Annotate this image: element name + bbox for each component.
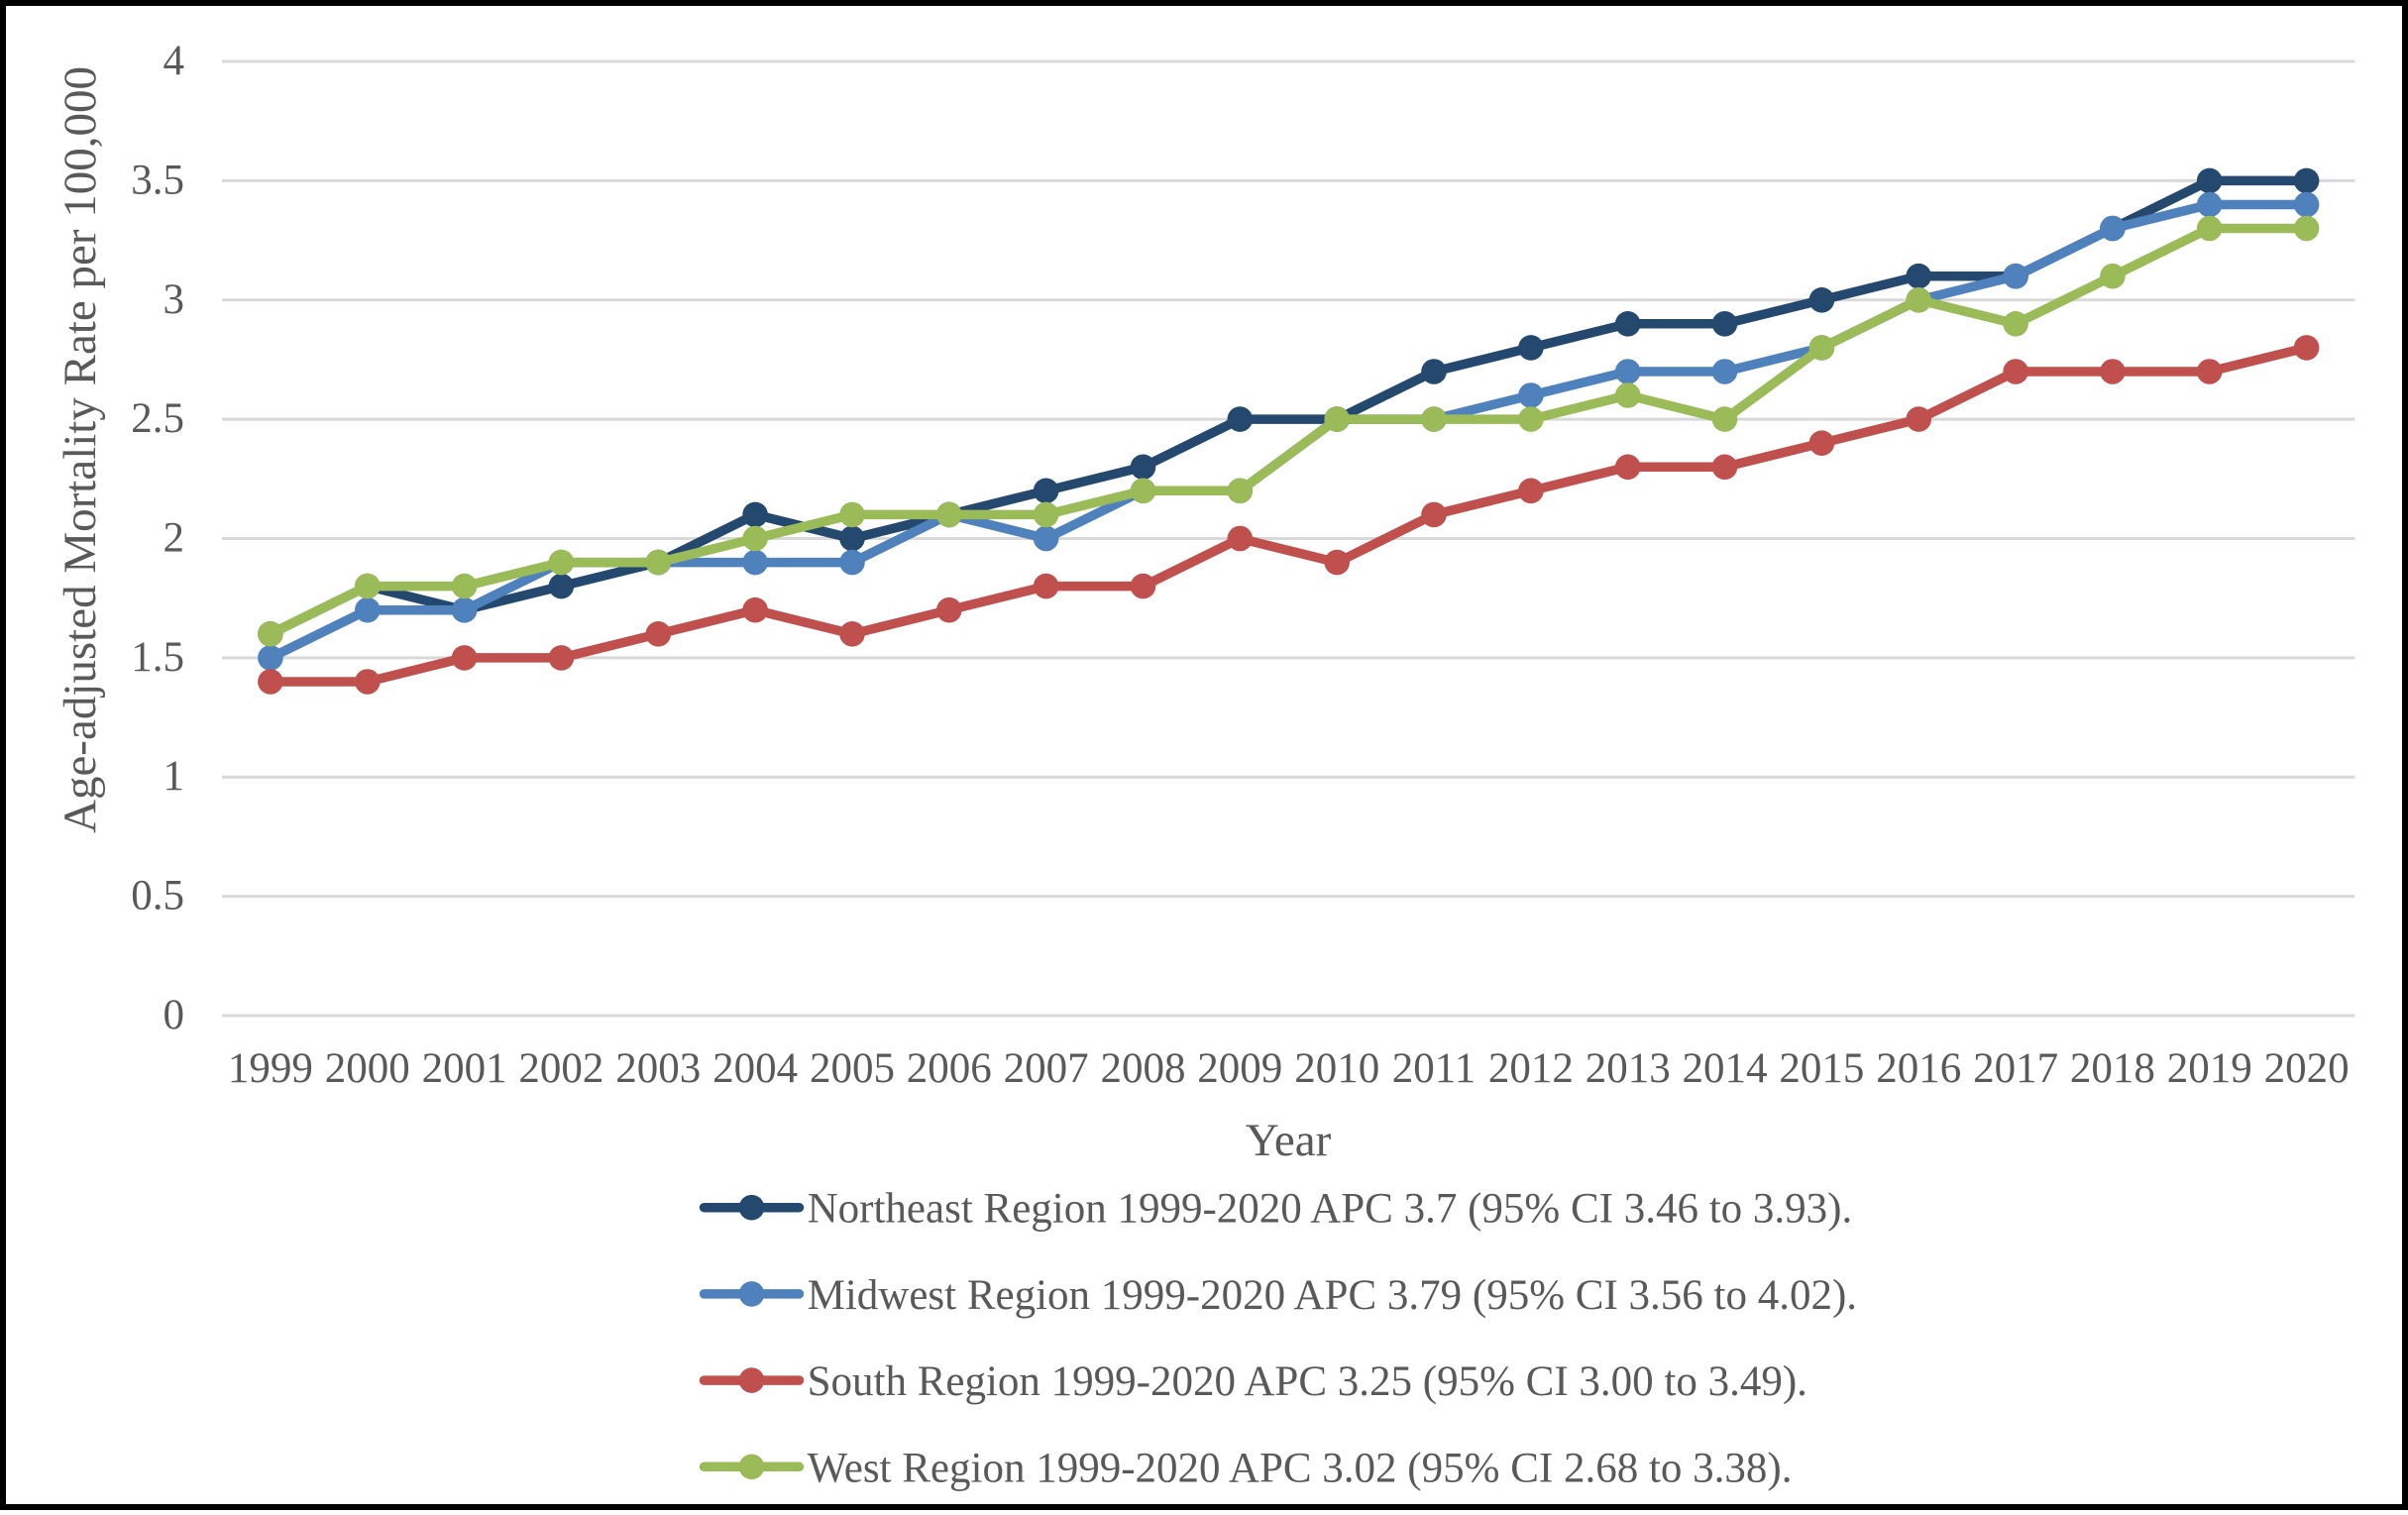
svg-text:0: 0 (164, 992, 185, 1038)
svg-text:1: 1 (164, 753, 185, 800)
svg-text:2019: 2019 (2167, 1045, 2252, 1092)
svg-text:2013: 2013 (1586, 1045, 1671, 1092)
svg-text:Northeast Region 1999-2020 APC: Northeast Region 1999-2020 APC 3.7 (95% … (808, 1186, 1853, 1233)
svg-text:2009: 2009 (1197, 1045, 1282, 1092)
svg-text:2.5: 2.5 (131, 395, 184, 442)
svg-text:0.5: 0.5 (131, 873, 184, 920)
svg-text:2017: 2017 (1973, 1045, 2058, 1092)
svg-text:Year: Year (1246, 1115, 1332, 1166)
svg-text:2018: 2018 (2070, 1045, 2155, 1092)
svg-text:2014: 2014 (1683, 1045, 1768, 1092)
svg-text:2011: 2011 (1392, 1045, 1476, 1092)
svg-text:West Region 1999-2020 APC 3.02: West Region 1999-2020 APC 3.02 (95% CI 2… (808, 1445, 1793, 1491)
svg-text:3: 3 (164, 276, 185, 323)
svg-text:Age-adjusted Mortality Rate pe: Age-adjusted Mortality Rate per 100,000 (55, 66, 106, 833)
svg-text:4: 4 (164, 38, 185, 84)
svg-text:2020: 2020 (2264, 1045, 2350, 1092)
svg-text:2002: 2002 (518, 1045, 603, 1092)
svg-text:2007: 2007 (1004, 1045, 1089, 1092)
svg-text:1999: 1999 (228, 1045, 313, 1092)
svg-text:2010: 2010 (1294, 1045, 1379, 1092)
svg-text:2008: 2008 (1101, 1045, 1186, 1092)
svg-text:2003: 2003 (615, 1045, 701, 1092)
svg-text:South Region 1999-2020 APC 3.2: South Region 1999-2020 APC 3.25 (95% CI … (808, 1358, 1807, 1405)
svg-text:Midwest Region 1999-2020 APC 3: Midwest Region 1999-2020 APC 3.79 (95% C… (808, 1272, 1857, 1319)
svg-text:2012: 2012 (1488, 1045, 1574, 1092)
svg-text:2005: 2005 (810, 1045, 895, 1092)
svg-text:2006: 2006 (907, 1045, 992, 1092)
svg-text:2: 2 (164, 515, 185, 562)
svg-text:2004: 2004 (712, 1045, 798, 1092)
svg-text:2016: 2016 (1876, 1045, 1961, 1092)
svg-text:1.5: 1.5 (131, 634, 184, 681)
svg-text:3.5: 3.5 (131, 157, 184, 203)
svg-text:2000: 2000 (325, 1045, 410, 1092)
svg-text:2001: 2001 (422, 1045, 507, 1092)
svg-text:2015: 2015 (1779, 1045, 1864, 1092)
